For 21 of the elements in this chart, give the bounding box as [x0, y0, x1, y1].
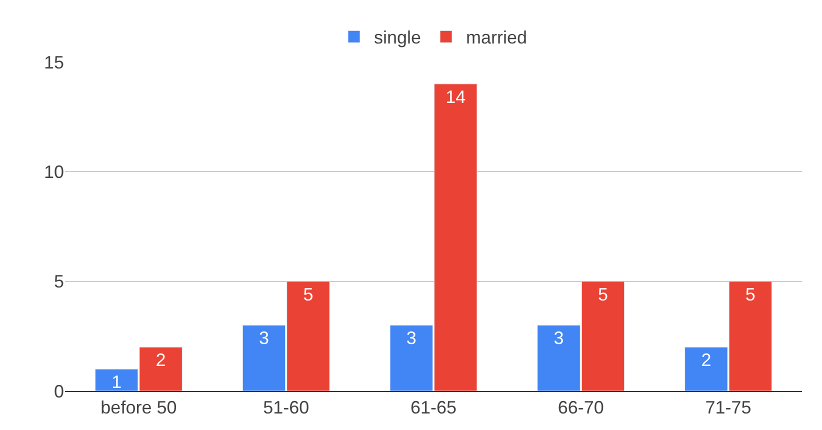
y-tick-label: 10: [44, 162, 64, 182]
data-label: 3: [406, 328, 416, 348]
legend-label: married: [466, 28, 528, 48]
x-tick-label: 71-75: [705, 398, 752, 418]
data-label: 3: [258, 328, 269, 348]
y-tick-label: 15: [44, 52, 64, 72]
y-tick-label: 5: [54, 272, 64, 292]
data-label: 2: [701, 350, 712, 370]
x-tick-label: 51-60: [263, 398, 310, 418]
legend-label: single: [374, 28, 422, 48]
data-label: 5: [745, 284, 756, 304]
data-label: 2: [156, 350, 166, 370]
data-label: 3: [554, 328, 564, 348]
y-tick-label: 0: [54, 381, 64, 402]
data-label: 1: [112, 372, 122, 392]
data-label: 5: [303, 284, 314, 304]
x-tick-label: 66-70: [558, 398, 604, 418]
data-label: 5: [598, 284, 608, 304]
x-tick-label: before 50: [100, 398, 177, 418]
data-label: 14: [446, 86, 466, 107]
x-tick-label: 61-65: [410, 398, 457, 418]
